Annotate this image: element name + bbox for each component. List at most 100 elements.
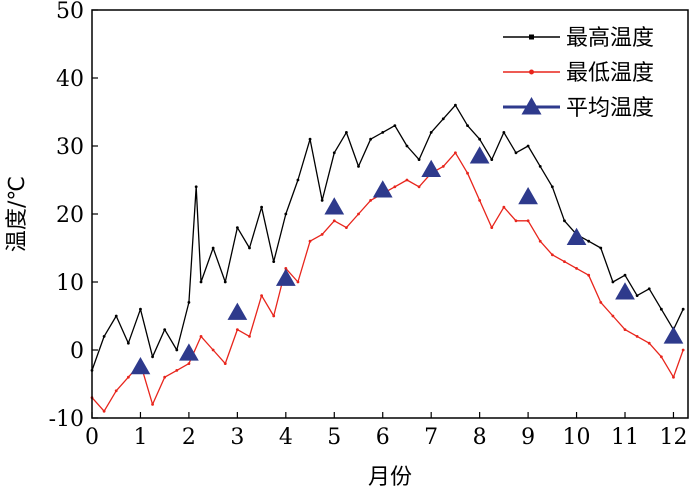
data-point [344,131,348,134]
avg-temp-point [421,159,442,178]
data-point [369,137,373,141]
y-axis-label: 温度/℃ [5,176,30,252]
data-point [405,144,409,148]
avg-temp-point [227,302,248,320]
x-tick-label: 1 [133,425,147,450]
data-point [647,341,651,345]
data-point [514,151,518,155]
data-point [187,301,191,304]
data-point [344,226,348,230]
avg-temp-point [663,326,684,344]
data-point [478,137,482,141]
data-point [357,165,360,168]
series-line [91,104,684,371]
y-tick-label: 20 [56,203,84,228]
data-point [308,239,312,243]
x-tick-label: 9 [521,425,535,450]
series-1 [90,103,685,372]
data-point [405,178,409,182]
data-point [672,375,675,379]
x-tick-label: 3 [230,425,244,450]
data-point [320,233,324,236]
data-point [502,205,506,209]
x-tick-label: 5 [327,425,341,450]
data-point [441,165,445,168]
data-point [478,199,482,202]
data-point [599,246,603,250]
avg-temp-point [324,197,345,215]
data-point [223,280,227,284]
x-axis-label: 月份 [368,465,412,490]
data-point [611,280,615,284]
data-point [417,158,421,162]
data-point [623,273,627,277]
legend-label: 平均温度 [566,96,654,121]
series-3 [130,146,684,375]
data-point [526,219,530,223]
data-point [538,239,542,243]
data-point [272,260,276,263]
data-point [272,314,276,318]
x-tick-label: 0 [85,425,99,450]
data-point [502,131,506,134]
x-tick-label: 7 [424,425,438,450]
data-point [466,171,469,175]
x-tick-label: 12 [659,425,687,450]
y-tick-label: 10 [56,271,84,296]
data-point [393,124,397,127]
data-point [563,260,566,263]
data-point [490,226,494,230]
data-point [308,137,312,141]
data-point [454,103,457,107]
data-point [211,246,215,250]
data-point [284,212,288,216]
data-point [490,158,494,162]
legend-label: 最高温度 [566,26,654,51]
y-tick-label: 0 [70,339,84,364]
legend-label: 最低温度 [566,61,654,86]
data-point [296,280,300,284]
data-point [454,151,457,155]
data-point [102,335,106,338]
data-point [681,348,685,352]
data-point [611,314,615,318]
data-point [194,185,198,189]
data-point [187,362,191,365]
data-point [139,307,142,311]
data-point [163,375,167,379]
x-tick-label: 10 [563,425,591,450]
data-point [248,246,251,250]
data-point [114,314,118,318]
data-point [538,165,542,168]
data-point [211,348,215,352]
data-point [587,239,591,243]
data-point [441,117,445,121]
plot-area [90,103,685,413]
avg-temp-point [372,180,393,198]
x-tick-label: 11 [611,425,639,450]
data-point [320,199,324,202]
avg-temp-point [566,227,587,246]
data-point [260,294,263,297]
data-point [163,328,167,331]
y-tick-label: 30 [56,135,84,160]
y-tick-label: 40 [56,67,84,92]
x-tick-label: 4 [279,425,293,450]
data-point [235,328,239,331]
data-point [635,294,639,297]
data-point [599,301,603,304]
data-point [514,219,518,223]
legend-marker [529,69,534,75]
data-point [223,362,227,365]
data-point [647,287,651,291]
data-point [199,280,203,284]
data-point [381,131,385,134]
avg-temp-point [615,282,635,300]
data-point [175,348,179,352]
data-point [393,185,397,189]
avg-temp-point [469,146,490,164]
legend-marker [529,34,534,40]
x-tick-label: 2 [182,425,196,450]
data-point [151,403,154,406]
